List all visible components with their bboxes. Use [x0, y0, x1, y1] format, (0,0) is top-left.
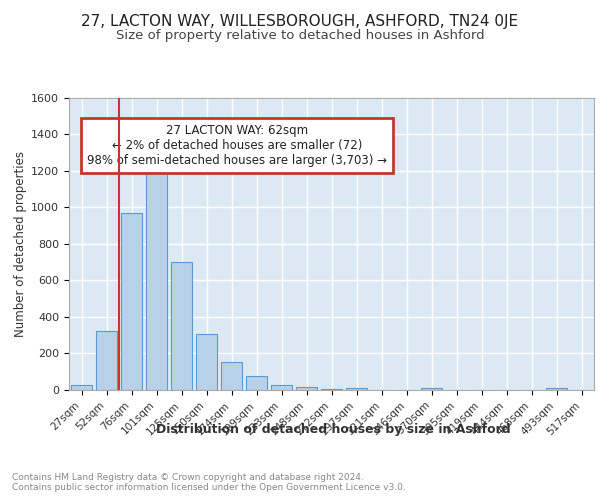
Bar: [171, 262, 192, 390]
Text: Contains HM Land Registry data © Crown copyright and database right 2024.
Contai: Contains HM Land Registry data © Crown c…: [12, 472, 406, 492]
Bar: [96, 330, 117, 390]
Bar: [296, 388, 317, 390]
Text: Size of property relative to detached houses in Ashford: Size of property relative to detached ho…: [116, 29, 484, 42]
Bar: [546, 388, 567, 390]
Bar: [421, 388, 442, 390]
Bar: [146, 172, 167, 390]
Y-axis label: Number of detached properties: Number of detached properties: [14, 151, 27, 337]
Bar: [246, 376, 267, 390]
Bar: [271, 384, 292, 390]
Bar: [121, 212, 142, 390]
Bar: [346, 388, 367, 390]
Text: Distribution of detached houses by size in Ashford: Distribution of detached houses by size …: [155, 422, 511, 436]
Bar: [221, 362, 242, 390]
Bar: [71, 384, 92, 390]
Text: 27 LACTON WAY: 62sqm
← 2% of detached houses are smaller (72)
98% of semi-detach: 27 LACTON WAY: 62sqm ← 2% of detached ho…: [87, 124, 387, 167]
Text: 27, LACTON WAY, WILLESBOROUGH, ASHFORD, TN24 0JE: 27, LACTON WAY, WILLESBOROUGH, ASHFORD, …: [82, 14, 518, 29]
Bar: [321, 389, 342, 390]
Bar: [196, 334, 217, 390]
